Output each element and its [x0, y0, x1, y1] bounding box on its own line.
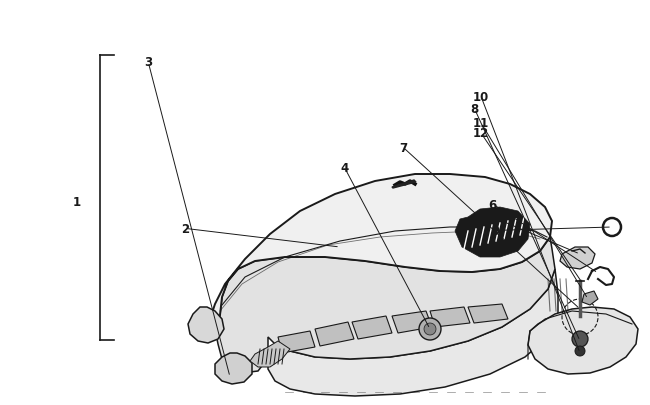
Polygon shape [455, 207, 530, 257]
Circle shape [419, 318, 441, 340]
Text: 12: 12 [473, 127, 489, 140]
Text: 1: 1 [73, 196, 81, 209]
Polygon shape [268, 269, 558, 396]
Polygon shape [210, 237, 555, 373]
Text: 8: 8 [471, 103, 478, 116]
Polygon shape [352, 316, 392, 339]
Polygon shape [278, 331, 315, 353]
Text: 10: 10 [473, 91, 489, 104]
Text: 11: 11 [473, 117, 489, 130]
Polygon shape [392, 181, 416, 189]
Polygon shape [430, 307, 470, 327]
Text: 2: 2 [181, 222, 189, 235]
Polygon shape [188, 307, 224, 343]
Text: 9: 9 [491, 224, 499, 237]
Polygon shape [560, 247, 595, 269]
Circle shape [424, 323, 436, 335]
Polygon shape [210, 175, 552, 329]
Polygon shape [250, 341, 290, 367]
Text: 5: 5 [487, 210, 495, 223]
Polygon shape [468, 304, 508, 323]
Circle shape [575, 346, 585, 356]
Text: 3: 3 [144, 56, 152, 69]
Text: 4: 4 [341, 162, 348, 175]
Polygon shape [315, 322, 354, 346]
Polygon shape [215, 353, 252, 384]
Text: 6: 6 [489, 198, 497, 211]
Polygon shape [582, 291, 598, 305]
Polygon shape [528, 307, 638, 374]
Polygon shape [392, 311, 432, 333]
Circle shape [572, 331, 588, 347]
Text: 7: 7 [399, 141, 407, 154]
